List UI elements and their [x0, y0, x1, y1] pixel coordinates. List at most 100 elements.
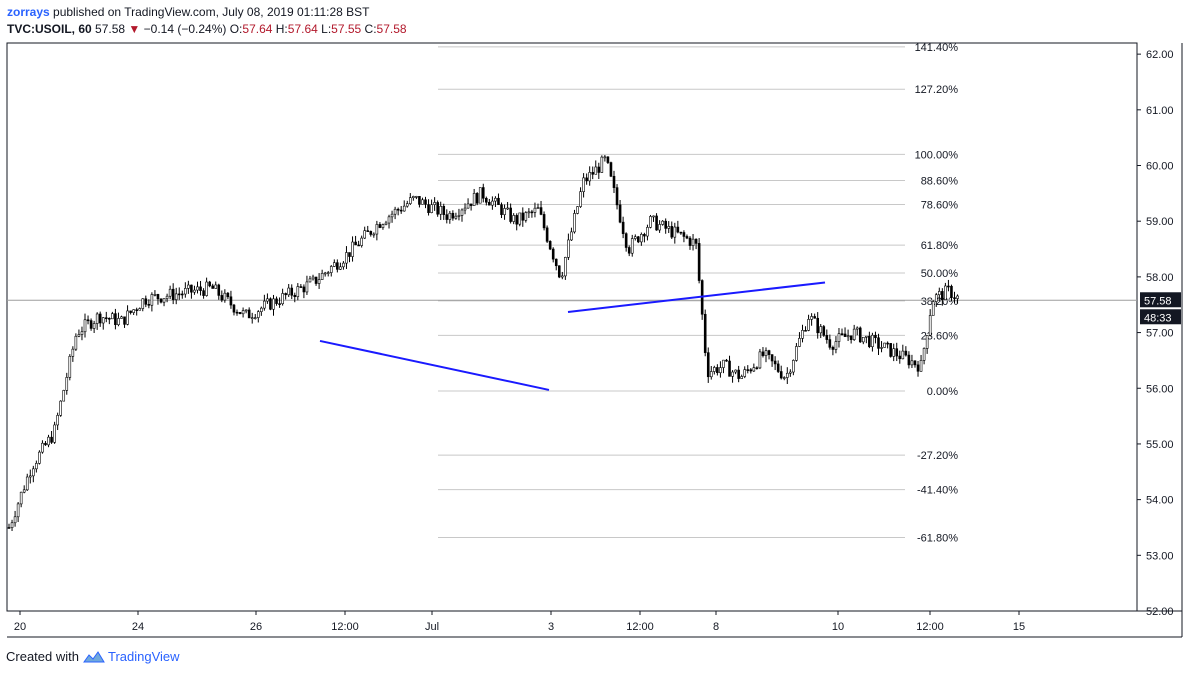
candle-body [606, 156, 610, 163]
lower-trendline [319, 339, 550, 391]
candle-body [782, 377, 786, 379]
candle-body [579, 191, 582, 207]
candle-body [798, 338, 801, 347]
candle-body [448, 212, 452, 220]
candle-body [481, 187, 485, 199]
candle-body [129, 310, 132, 313]
candle-body [521, 212, 525, 221]
candle-body [65, 377, 69, 391]
candle-body [284, 293, 287, 296]
x-tick-label: 15 [1013, 621, 1025, 633]
candle-body [743, 369, 747, 377]
candle-body [278, 303, 281, 305]
candle-body [132, 309, 135, 313]
candle-body [646, 227, 649, 237]
candle-body [199, 286, 202, 291]
candle-body [719, 367, 722, 374]
plot-frame [6, 42, 1138, 612]
candle-body [542, 214, 546, 229]
candle-body [171, 288, 175, 300]
candle-body [384, 222, 388, 225]
countdown-label: 48:33 [1144, 312, 1172, 324]
candle-body [919, 360, 923, 372]
candle-body [664, 220, 667, 229]
candle-body [168, 288, 172, 297]
candle-body [445, 214, 449, 220]
fib-level-label: 100.00% [915, 149, 959, 161]
candle-body [260, 307, 263, 312]
candle-body [77, 334, 81, 337]
candle-body [706, 352, 710, 378]
candle-body [804, 330, 807, 332]
candle-body [111, 313, 114, 320]
y-tick-label: 60.00 [1146, 161, 1174, 173]
candle-body [159, 298, 163, 303]
candle-body [92, 323, 96, 329]
candle-body [114, 313, 117, 326]
candle-body [603, 156, 607, 159]
candle-body [308, 278, 312, 283]
candle-body [810, 316, 813, 320]
candle-body [184, 288, 187, 295]
candle-body [557, 265, 561, 278]
candle-body [141, 298, 145, 309]
candle-body [819, 326, 823, 334]
candle-body [256, 311, 260, 318]
candle-body [281, 293, 284, 305]
candle-body [530, 211, 534, 214]
candle-body [494, 197, 497, 202]
candle-body [375, 224, 379, 235]
candle-body [615, 187, 619, 206]
candle-body [193, 289, 196, 293]
candle-body [71, 348, 75, 357]
candle-body [357, 244, 360, 247]
candle-body [469, 203, 473, 206]
candle-body [28, 475, 32, 478]
candle-body [10, 522, 14, 528]
x-tick-label: 26 [250, 621, 262, 633]
candle-body [773, 360, 777, 365]
candle-body [463, 207, 467, 211]
y-tick-label: 55.00 [1146, 439, 1174, 451]
candle-body [345, 252, 348, 264]
candle-body [381, 224, 385, 228]
x-tick-label: 24 [132, 621, 144, 633]
candle-body [697, 243, 701, 281]
candle-body [861, 336, 865, 343]
candle-body [709, 371, 713, 378]
symbol-label[interactable]: TVC:USOIL, 60 [7, 22, 92, 36]
candle-body [551, 248, 555, 260]
candle-body [123, 316, 126, 325]
candle-body [591, 172, 595, 175]
candle-body [220, 295, 224, 301]
candle-body [180, 293, 184, 296]
candle-body [576, 206, 579, 214]
tradingview-brand-link[interactable]: TradingView [107, 649, 180, 664]
candle-body [725, 359, 728, 362]
candle-body [62, 390, 66, 402]
candle-body [360, 237, 363, 246]
candle-body [393, 208, 397, 215]
candle-body [922, 348, 926, 361]
candle-body [126, 310, 129, 325]
created-with-label: Created with [6, 649, 79, 664]
close-value: 57.58 [376, 22, 407, 36]
candle-body [643, 234, 646, 237]
candle-body [716, 367, 719, 374]
tradingview-logo-icon [83, 650, 105, 662]
x-tick-label: 12:00 [331, 621, 359, 633]
candle-body [688, 237, 692, 246]
candle-body [880, 347, 883, 349]
candle-body [904, 350, 908, 356]
y-tick-label: 61.00 [1146, 105, 1174, 117]
candle-body [573, 213, 576, 233]
author-name[interactable]: zorrays [7, 5, 50, 19]
fib-level-label: 38.20% [921, 296, 959, 308]
candle-body [177, 293, 181, 296]
candle-body [691, 238, 695, 246]
candle-body [789, 371, 792, 374]
candle-body [229, 296, 233, 306]
publish-info: published on TradingView.com, July 08, 2… [49, 5, 370, 19]
candle-body [339, 266, 342, 270]
